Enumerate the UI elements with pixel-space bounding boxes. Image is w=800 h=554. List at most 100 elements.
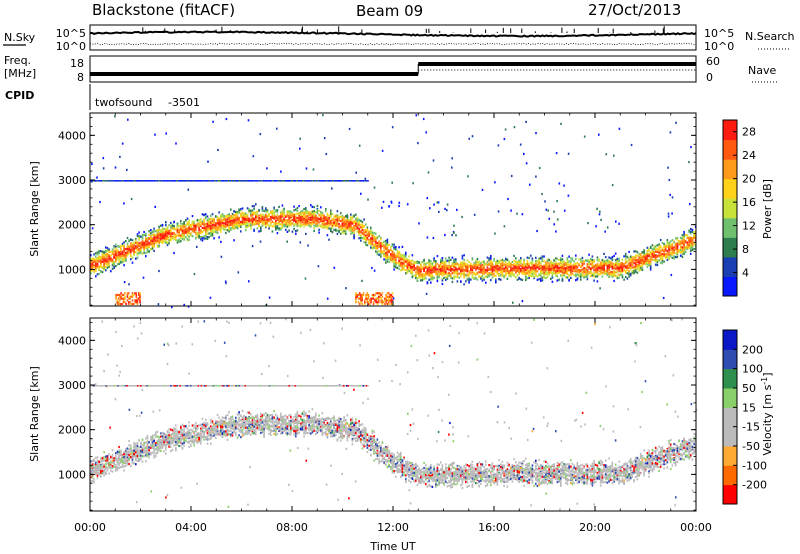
- echo-cell: [363, 231, 365, 234]
- echo-cell: [101, 271, 104, 274]
- echo-cell: [160, 224, 162, 227]
- echo-cell: [266, 221, 269, 224]
- echo-cell: [490, 258, 492, 261]
- echo-cell: [296, 224, 299, 228]
- echo-cell: [250, 227, 252, 230]
- echo-cell: [576, 269, 579, 272]
- echo-cell: [490, 271, 492, 274]
- echo-cell: [325, 217, 327, 220]
- echo-cell: [121, 250, 124, 253]
- echo-cell: [296, 229, 299, 232]
- echo-cell: [498, 265, 500, 268]
- echo-cell: [125, 255, 127, 258]
- echo-cell: [210, 221, 212, 224]
- echo-cell: [350, 216, 352, 219]
- echo-cell: [336, 214, 339, 217]
- echo-cell: [226, 218, 229, 221]
- echo-cell: [330, 223, 332, 226]
- echo-cell: [445, 272, 447, 275]
- echo-cell: [393, 263, 395, 266]
- echo-cell: [225, 218, 227, 222]
- echo-cell: [128, 246, 130, 249]
- echo-cell: [641, 258, 644, 261]
- echo-cell: [445, 276, 447, 279]
- echo-cell: [648, 247, 650, 250]
- echo-cell: [346, 218, 349, 222]
- echo-cell: [211, 228, 214, 232]
- echo-cell: [328, 220, 330, 223]
- echo-cell: [649, 245, 652, 249]
- echo-cell: [515, 276, 517, 279]
- echo-cell: [226, 223, 229, 226]
- echo-cell: [230, 217, 232, 220]
- echo-cell: [273, 216, 275, 220]
- echo-cell: [353, 221, 355, 224]
- echo-cell: [358, 220, 360, 223]
- echo-cell: [568, 255, 570, 258]
- echo-cell: [108, 255, 110, 258]
- echo-cell: [251, 214, 254, 217]
- echo-cell: [241, 220, 244, 223]
- echo-cell: [536, 266, 539, 269]
- echo-cell: [130, 238, 132, 241]
- echo-cell: [356, 218, 359, 222]
- echo-cell: [426, 265, 429, 268]
- echo-cell: [654, 260, 657, 263]
- echo-cell: [313, 229, 315, 232]
- echo-cell: [413, 274, 415, 277]
- echo-cell: [570, 265, 572, 268]
- echo-cell: [614, 252, 617, 255]
- echo-cell: [345, 232, 347, 235]
- echo-cell: [455, 260, 457, 263]
- echo-cell: [293, 209, 295, 212]
- echo-cell: [376, 237, 379, 240]
- echo-cell: [328, 221, 330, 225]
- echo-cell: [221, 224, 224, 227]
- echo-cell: [656, 250, 659, 253]
- echo-cell: [560, 257, 562, 260]
- echo-cell: [253, 223, 255, 226]
- echo-cell: [363, 229, 365, 232]
- echo-cell: [643, 258, 645, 261]
- echo-cell: [248, 209, 250, 212]
- echo-cell: [370, 246, 372, 249]
- echo-cell: [186, 221, 189, 224]
- echo-cell: [248, 208, 250, 211]
- echo-cell: [313, 206, 315, 209]
- echo-cell: [516, 265, 519, 268]
- echo-cell: [240, 222, 242, 225]
- echo-cell: [116, 263, 119, 266]
- echo-cell: [170, 239, 172, 242]
- echo-cell: [366, 237, 369, 240]
- echo-cell: [648, 252, 650, 256]
- echo-cell: [516, 263, 519, 266]
- echo-cell: [255, 221, 257, 224]
- echo-cell: [306, 218, 309, 221]
- echo-cell: [306, 211, 309, 214]
- echo-cell: [440, 258, 442, 261]
- echo-cell: [110, 259, 112, 262]
- echo-cell: [315, 219, 317, 222]
- echo-cell: [386, 260, 389, 263]
- echo-cell: [604, 256, 607, 259]
- echo-cell: [100, 265, 102, 268]
- echo-cell: [476, 263, 479, 266]
- echo-cell: [291, 218, 294, 221]
- echo-cell: [318, 221, 320, 224]
- echo-cell: [150, 243, 152, 246]
- echo-cell: [211, 219, 214, 222]
- echo-cell: [505, 272, 507, 275]
- echo-cell: [398, 252, 400, 255]
- echo-cell: [571, 272, 574, 275]
- echo-cell: [370, 226, 372, 229]
- echo-cell: [536, 260, 539, 263]
- echo-cell: [271, 216, 274, 219]
- echo-cell: [161, 228, 164, 231]
- echo-cell: [313, 214, 315, 217]
- echo-cell: [203, 235, 205, 238]
- echo-cell: [581, 271, 584, 274]
- echo-cell: [473, 271, 475, 275]
- echo-cell: [383, 249, 385, 252]
- echo-cell: [418, 271, 420, 274]
- echo-cell: [488, 259, 490, 262]
